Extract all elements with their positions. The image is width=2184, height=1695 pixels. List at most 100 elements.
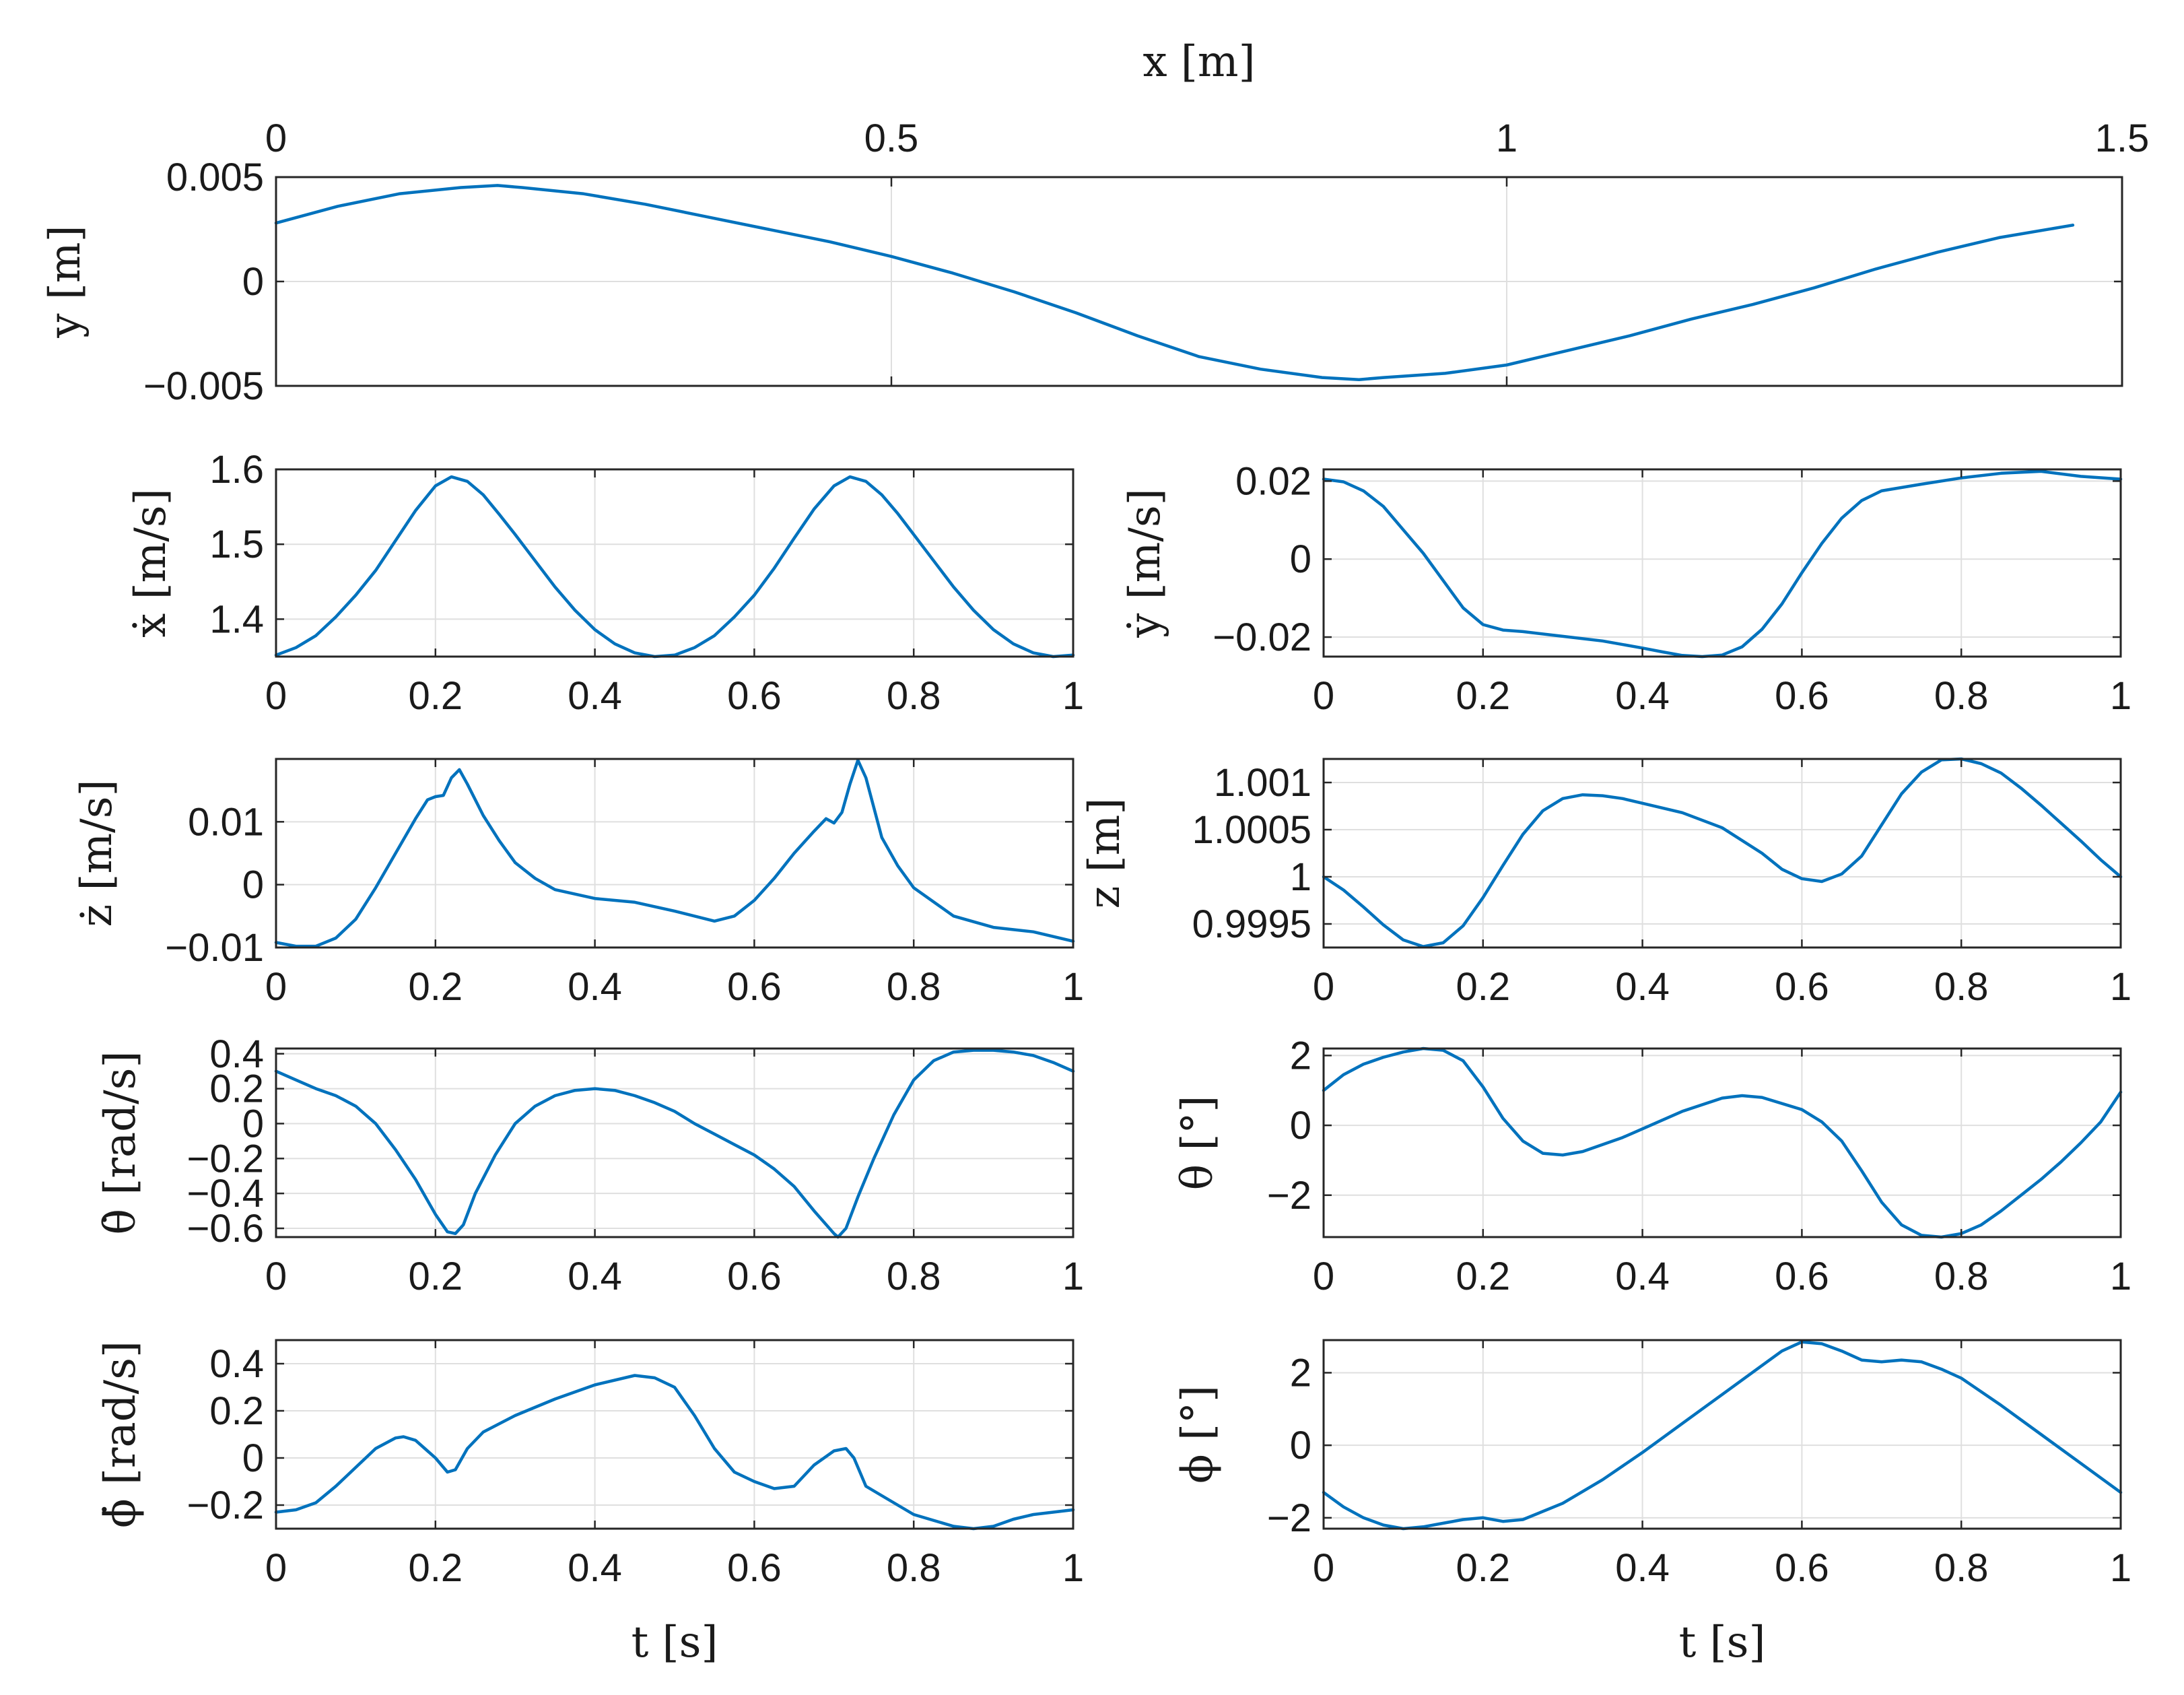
x-tick-label: 0.8 <box>887 1546 941 1590</box>
x-tick-label: 1.5 <box>2095 117 2150 160</box>
x-tick-label: 0.2 <box>408 1546 463 1590</box>
y-tick-label: 1.4 <box>209 597 264 641</box>
y-tick-label: 0 <box>242 863 264 907</box>
x-tick-label: 0 <box>265 117 287 160</box>
axes-frame <box>275 1339 1074 1530</box>
series-line <box>1322 757 2123 948</box>
x-tick-label: 0.8 <box>887 965 941 1009</box>
x-tick-label: 0.4 <box>1615 1255 1670 1298</box>
y-tick-label: −2 <box>1267 1496 1311 1540</box>
y-tick-label: 0 <box>242 260 264 304</box>
y-axis-label: θ̇ [rad/s] <box>96 1051 145 1235</box>
x-tick-label: 0 <box>265 1546 287 1590</box>
x-tick-label: 0.4 <box>568 674 622 718</box>
subplot-1: 0 0.2 0.4 0.6 0.8 1 1.4 1.5 1.6 ẋ [m/s] <box>126 448 1084 718</box>
x-tick-label: 1 <box>1062 1255 1084 1298</box>
series-line <box>274 475 1075 659</box>
x-tick-label: 1 <box>1062 1546 1084 1590</box>
subplot-5: 0 0.2 0.4 0.6 0.8 1−0.6−0.4−0.200.20.4θ̇ [rad… <box>96 1032 1084 1298</box>
x-tick-label: 0.4 <box>1615 674 1670 718</box>
x-tick-label: 0.2 <box>408 1255 463 1298</box>
x-tick-label: 0.2 <box>1456 674 1510 718</box>
y-tick-label: 1.6 <box>209 448 264 492</box>
y-tick-label: 0 <box>242 1102 264 1145</box>
x-tick-label: 1 <box>1496 117 1517 160</box>
series-line <box>1322 1340 2123 1531</box>
x-tick-label: 0 <box>1313 965 1334 1009</box>
y-axis-label: ż [m/s] <box>72 779 122 927</box>
y-tick-label: 0 <box>242 1436 264 1480</box>
x-tick-label: 0 <box>265 965 287 1009</box>
x-tick-label: 0.4 <box>568 965 622 1009</box>
y-tick-label: 0.01 <box>188 800 264 844</box>
x-tick-label: 0.8 <box>1934 965 1989 1009</box>
x-tick-label: 1 <box>2110 965 2131 1009</box>
x-tick-label: 0.6 <box>727 1255 782 1298</box>
series-line <box>1322 1046 2123 1239</box>
x-tick-label: 0.2 <box>408 965 463 1009</box>
x-tick-label: 0.8 <box>1934 1546 1989 1590</box>
x-tick-label: 1 <box>1062 965 1084 1009</box>
x-tick-label: 0.4 <box>1615 1546 1670 1590</box>
y-tick-label: 1.5 <box>209 523 264 566</box>
y-tick-label: 0.2 <box>209 1067 264 1111</box>
x-tick-label: 0.2 <box>408 674 463 718</box>
y-tick-label: 0 <box>1290 1424 1311 1467</box>
x-tick-label: 0.8 <box>887 1255 941 1298</box>
x-tick-label: 0.6 <box>727 674 782 718</box>
y-tick-label: −0.02 <box>1213 616 1311 659</box>
x-tick-label: 0.2 <box>1456 965 1510 1009</box>
y-tick-label: 0.005 <box>166 156 264 199</box>
series-line <box>274 1049 1075 1239</box>
x-tick-label: 0.8 <box>1934 1255 1989 1298</box>
y-tick-label: 0.4 <box>209 1342 264 1386</box>
y-tick-label: 1.001 <box>1214 761 1311 805</box>
x-tick-label: 1 <box>1062 674 1084 718</box>
y-tick-label: −0.01 <box>165 926 264 970</box>
x-tick-label: 0.2 <box>1456 1546 1510 1590</box>
series-line <box>274 184 2075 381</box>
axes-frame <box>1322 1339 2122 1530</box>
x-tick-label: 0 <box>1313 1255 1334 1298</box>
axes-frame <box>1322 468 2122 658</box>
x-axis-label: t [s] <box>632 1618 718 1667</box>
x-tick-label: 1 <box>2110 1255 2131 1298</box>
axes-frame <box>275 1047 1074 1238</box>
y-axis-label: y [m] <box>40 225 90 338</box>
x-tick-label: 0.2 <box>1456 1255 1510 1298</box>
y-tick-label: −0.6 <box>187 1207 265 1251</box>
x-tick-label: 0.6 <box>1775 1546 1829 1590</box>
subplot-7: 0 0.2 0.4 0.6 0.8 1−0.200.20.4ϕ̇ [rad/s]t [s] <box>96 1339 1084 1667</box>
x-tick-label: 0.6 <box>1775 965 1829 1009</box>
y-tick-label: 1 <box>1290 855 1311 899</box>
series-line <box>274 1374 1075 1531</box>
x-tick-label: 0.4 <box>568 1255 622 1298</box>
y-axis-label: ϕ̇ [rad/s] <box>96 1341 145 1528</box>
y-tick-label: 0.2 <box>209 1389 264 1433</box>
y-tick-label: −0.2 <box>187 1484 265 1527</box>
y-tick-label: 2 <box>1290 1034 1311 1077</box>
y-tick-label: 0.02 <box>1235 459 1311 503</box>
y-tick-label: 2 <box>1290 1351 1311 1395</box>
axes-frame <box>275 758 1074 949</box>
x-tick-label: 0 <box>265 674 287 718</box>
y-axis-label: ϕ [°] <box>1173 1385 1223 1484</box>
y-tick-label: 0.9995 <box>1192 902 1311 946</box>
x-tick-label: 0.4 <box>1615 965 1670 1009</box>
y-tick-label: 0.4 <box>209 1032 264 1076</box>
x-tick-label: 1 <box>2110 674 2131 718</box>
x-tick-label: 0.6 <box>727 1546 782 1590</box>
axes-frame <box>1322 758 2122 949</box>
x-tick-label: 0.8 <box>1934 674 1989 718</box>
x-tick-label: 0.6 <box>727 965 782 1009</box>
x-axis-label: x [m] <box>1142 37 1255 87</box>
x-tick-label: 0.5 <box>864 117 919 160</box>
y-tick-label: −0.005 <box>143 364 264 408</box>
x-tick-label: 0 <box>1313 674 1334 718</box>
x-tick-label: 0.4 <box>568 1546 622 1590</box>
